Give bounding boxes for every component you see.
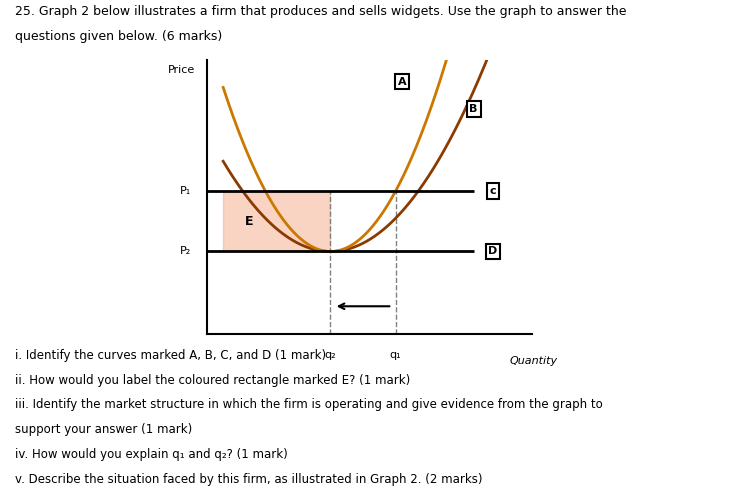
Text: questions given below. (6 marks): questions given below. (6 marks) [15,30,222,43]
Text: Quantity: Quantity [510,356,558,366]
Text: E: E [245,215,253,228]
Text: ii. How would you label the coloured rectangle marked E? (1 mark): ii. How would you label the coloured rec… [15,374,410,386]
Text: B: B [469,104,477,114]
Text: A: A [398,77,406,87]
Text: q₂: q₂ [324,350,336,360]
Text: v. Describe the situation faced by this firm, as illustrated in Graph 2. (2 mark: v. Describe the situation faced by this … [15,473,483,486]
Text: Price: Price [168,65,195,75]
Text: 25. Graph 2 below illustrates a firm that produces and sells widgets. Use the gr: 25. Graph 2 below illustrates a firm tha… [15,5,626,18]
Text: q₁: q₁ [389,350,401,360]
Text: support your answer (1 mark): support your answer (1 mark) [15,423,192,436]
Text: D: D [488,247,497,256]
Text: iv. How would you explain q₁ and q₂? (1 mark): iv. How would you explain q₁ and q₂? (1 … [15,448,287,461]
Text: P₂: P₂ [180,247,191,256]
Text: c: c [490,186,497,196]
Text: iii. Identify the market structure in which the firm is operating and give evide: iii. Identify the market structure in wh… [15,398,602,411]
Text: P₁: P₁ [180,186,191,196]
Text: i. Identify the curves marked A, B, C, and D (1 mark): i. Identify the curves marked A, B, C, a… [15,349,326,362]
